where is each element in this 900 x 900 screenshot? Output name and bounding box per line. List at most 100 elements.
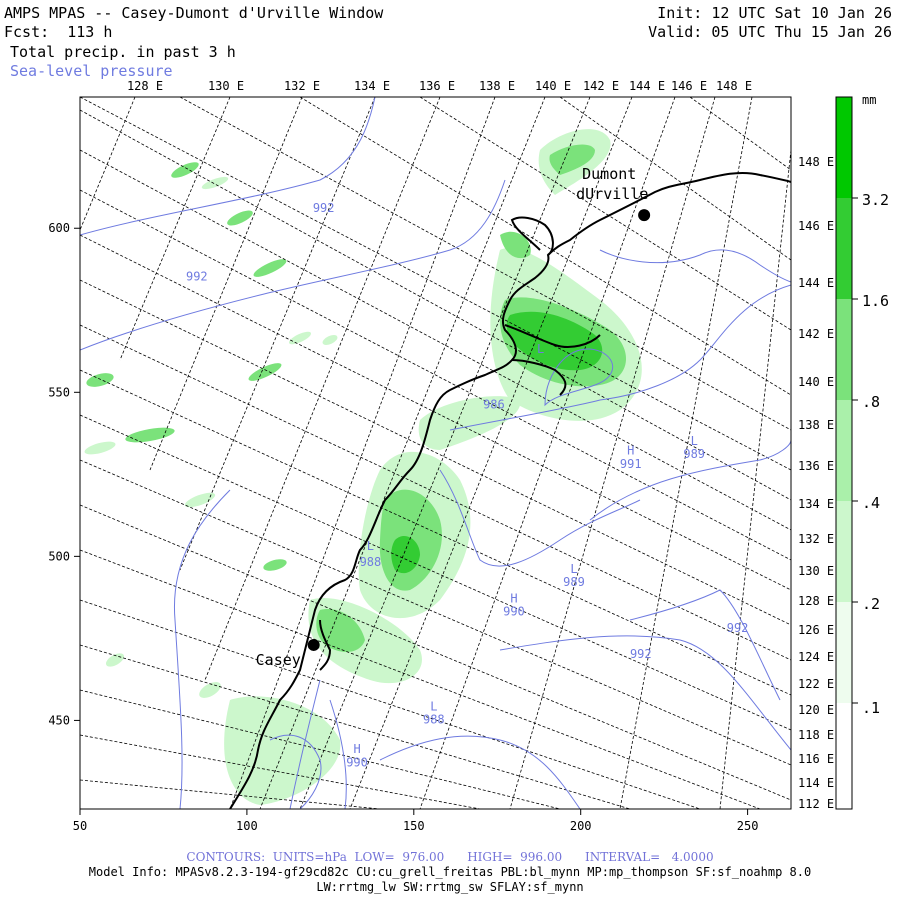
x-tick-label: 200: [570, 819, 592, 833]
precip-streak-2: [201, 176, 229, 190]
precip-streak-6: [248, 363, 282, 381]
precip-streak-14: [322, 335, 338, 345]
x-tick-label: 150: [403, 819, 425, 833]
top-lon-label: 130 E: [208, 79, 244, 93]
pressure-label: 988: [360, 555, 382, 569]
pressure-label: L: [691, 434, 698, 448]
precip-streak-9: [84, 441, 116, 455]
precip-area-ridge-core: [391, 535, 420, 574]
y-tick-label: 450: [48, 713, 70, 727]
colorbar-level-2: .2: [862, 595, 881, 613]
x-tick-label: 100: [236, 819, 258, 833]
right-lon-label: 144 E: [798, 276, 834, 290]
right-lon-label: 132 E: [798, 532, 834, 546]
station-label: Dumont: [582, 165, 636, 183]
right-lon-label: 120 E: [798, 703, 834, 717]
right-lon-label: 146 E: [798, 219, 834, 233]
y-axis: 450 500 550 600: [48, 221, 80, 727]
precip-streak-5: [288, 331, 312, 345]
station-dot-icon: [307, 638, 320, 651]
top-lon-label: 136 E: [419, 79, 455, 93]
field-name: Total precip. in past 3 h: [10, 43, 236, 61]
model-info-line2: LW:rrtmg_lw SW:rrtmg_sw SFLAY:sf_mynn: [316, 880, 584, 894]
top-lon-label: 140 E: [535, 79, 571, 93]
colorbar-level-5: 1.6: [862, 292, 890, 310]
colorbar-unit: mm: [862, 93, 877, 107]
right-lon-label: 122 E: [798, 677, 834, 691]
colorbar-level-1: .1: [862, 699, 881, 717]
graticule: [80, 97, 791, 809]
station-label: Casey: [256, 651, 301, 669]
pressure-contours: [80, 97, 791, 809]
colorbar-level-3: .4: [862, 494, 881, 512]
pressure-label: 991: [620, 457, 642, 471]
top-lon-label: 128 E: [127, 79, 163, 93]
precip-area-band: [418, 396, 521, 450]
precip-streak-3: [227, 210, 253, 226]
top-lon-label: 142 E: [583, 79, 619, 93]
precip-area-core: [506, 311, 603, 371]
valid-time: Valid: 05 UTC Thu 15 Jan 26: [648, 23, 892, 41]
y-tick-label: 600: [48, 221, 70, 235]
top-lon-label: 148 E: [716, 79, 752, 93]
colorbar: [835, 96, 858, 810]
right-lon-label: 140 E: [798, 375, 834, 389]
precip-streak-13: [199, 682, 221, 698]
precip-area-dumont: [500, 231, 531, 259]
precip-area-north-mid: [549, 144, 595, 175]
colorbar-swatch-lightest: [836, 602, 852, 703]
right-lon-label: 124 E: [798, 650, 834, 664]
right-lon-label: 134 E: [798, 497, 834, 511]
pressure-label: 990: [503, 604, 525, 618]
precip-streak-1: [171, 162, 199, 178]
right-lon-label: 148 E: [798, 155, 834, 169]
colorbar-swatch-light: [836, 400, 852, 501]
contour-info: CONTOURS: UNITS=hPa LOW= 976.00 HIGH= 99…: [186, 850, 714, 864]
pressure-label: 992: [727, 621, 749, 635]
pressure-label: 992: [630, 647, 652, 661]
top-lon-labels: 128 E 130 E 132 E 134 E 136 E 138 E 140 E 142 E…: [127, 79, 752, 93]
pressure-label: 988: [423, 713, 445, 727]
station-group: Casey Dumont dUrville: [256, 165, 651, 669]
colorbar-level-4: .8: [862, 393, 881, 411]
pressure-label: 990: [346, 755, 368, 769]
colorbar-swatch-max: [836, 97, 852, 198]
precip-field: [84, 129, 642, 805]
right-lon-label: 116 E: [798, 752, 834, 766]
y-tick-label: 550: [48, 385, 70, 399]
right-lon-label: 118 E: [798, 728, 834, 742]
top-lon-label: 134 E: [354, 79, 390, 93]
precip-streak-4: [253, 259, 287, 277]
x-tick-label: 50: [73, 819, 87, 833]
precip-streak-12: [105, 653, 125, 667]
map-title: AMPS MPAS -- Casey-Dumont d'Urville Wind…: [4, 4, 384, 22]
forecast-value: 113 h: [67, 23, 113, 41]
x-axis: 50 100 150 200 250: [73, 809, 758, 833]
station-label: dUrville: [576, 185, 648, 203]
colorbar-swatch-mid: [836, 299, 852, 400]
right-lon-label: 114 E: [798, 776, 834, 790]
pressure-label: 989: [563, 575, 585, 589]
pressure-label: L: [537, 342, 544, 356]
right-lon-labels: 148 E 146 E 144 E 142 E 140 E 138 E 136 E 134 E…: [798, 155, 834, 811]
right-lon-label: 130 E: [798, 564, 834, 578]
right-lon-label: 112 E: [798, 797, 834, 811]
precip-area-casey-mid: [316, 609, 365, 652]
contour-field-name: Sea-level pressure: [10, 62, 173, 80]
model-info: Model Info: MPASv8.2.3-194-gf29cd82c CU:…: [88, 865, 812, 879]
map-frame: [79, 96, 792, 810]
top-lon-label: 144 E: [629, 79, 665, 93]
right-lon-label: 136 E: [798, 459, 834, 473]
colorbar-swatch-strong: [836, 198, 852, 299]
right-lon-label: 138 E: [798, 418, 834, 432]
precip-streak-11: [263, 559, 287, 571]
station-dot-icon: [638, 209, 651, 222]
coastline: [229, 171, 791, 809]
pressure-label: 989: [683, 447, 705, 461]
top-lon-label: 138 E: [479, 79, 515, 93]
colorbar-swatch-lighter: [836, 501, 852, 602]
pressure-label: H: [353, 742, 360, 756]
pressure-label: 992: [186, 270, 208, 284]
